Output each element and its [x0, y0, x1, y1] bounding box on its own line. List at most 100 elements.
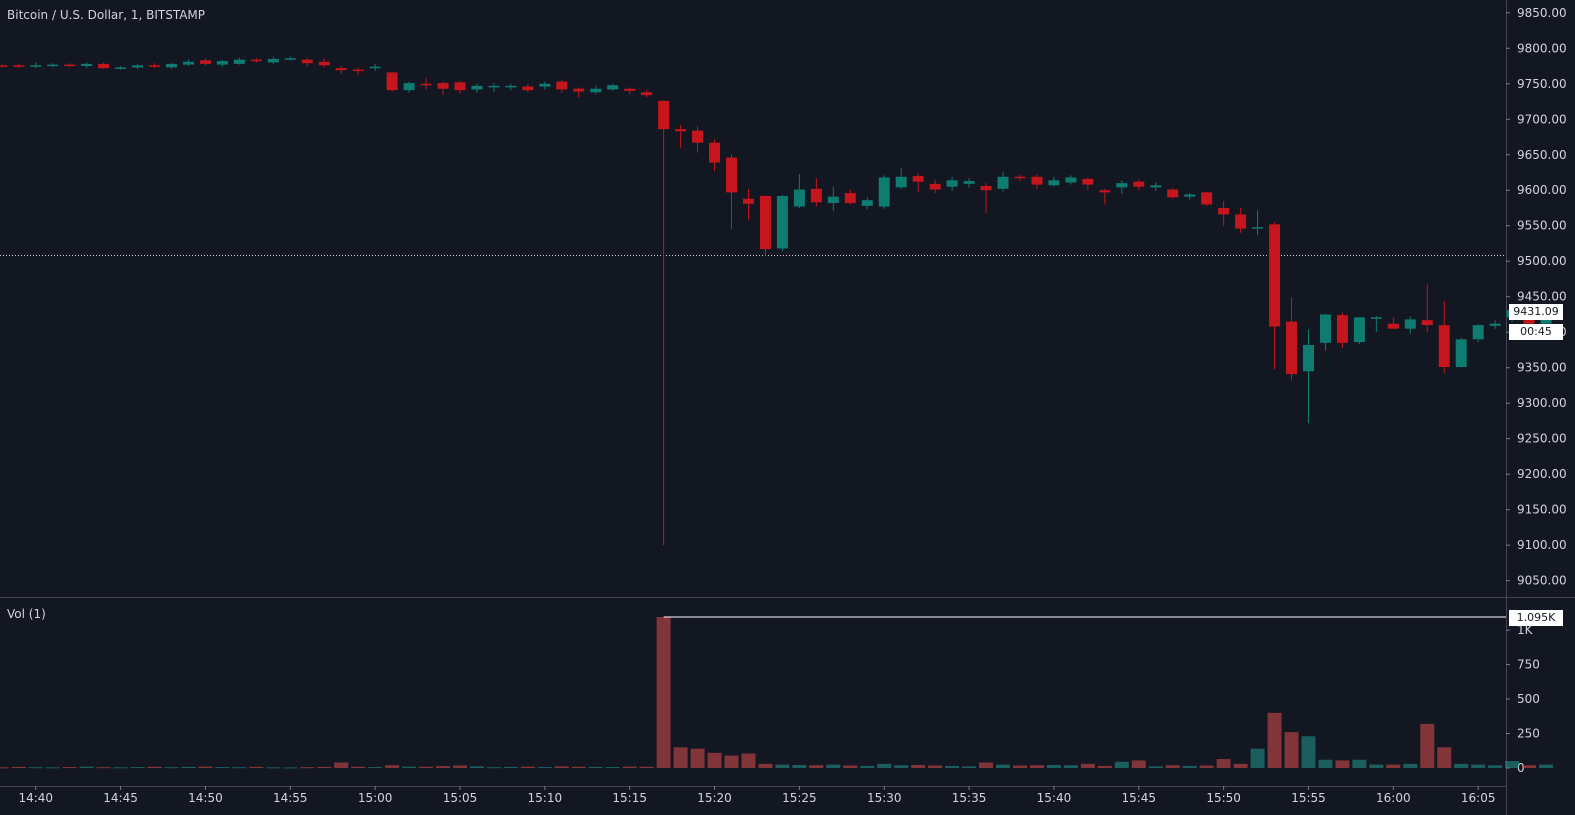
time-tick-label: 15:10 [528, 791, 563, 805]
volume-bar [62, 767, 77, 769]
candle-body [1302, 344, 1314, 372]
volume-bar [1250, 748, 1265, 768]
volume-bar [300, 767, 315, 769]
volume-bar [1029, 765, 1044, 768]
candle-body [352, 69, 364, 72]
candle-body [1421, 320, 1433, 326]
candle-body [369, 66, 381, 69]
price-tick-label: 9650.00 [1517, 148, 1567, 162]
candle-body [1286, 321, 1298, 375]
volume-tick-label: 500 [1517, 692, 1540, 706]
volume-bar [554, 766, 569, 768]
volume-bar [996, 764, 1011, 768]
volume-bar [639, 766, 654, 768]
volume-bar [537, 767, 552, 769]
candle-body [980, 185, 992, 191]
candle-body [403, 83, 415, 91]
candle-body [335, 68, 347, 71]
time-tick-label: 14:50 [188, 791, 223, 805]
countdown-label: 00:45 [1509, 324, 1563, 340]
volume-bar [436, 766, 451, 768]
candle-body [776, 195, 788, 249]
candle-body [284, 58, 296, 60]
time-tick-label: 15:55 [1291, 791, 1326, 805]
candle-body [827, 196, 839, 204]
volume-bar [1080, 763, 1095, 768]
price-tick-label: 9750.00 [1517, 77, 1567, 91]
candle-body [1218, 207, 1230, 215]
volume-bar [368, 767, 383, 769]
volume-bar [1386, 764, 1401, 768]
candle-body [556, 81, 568, 90]
candle-body [13, 65, 25, 67]
time-tick-label: 15:30 [867, 791, 902, 805]
candle-body [30, 65, 42, 67]
volume-bar [130, 767, 145, 769]
volume-bar [317, 766, 332, 768]
volume-tick-label: 0 [1517, 761, 1525, 775]
time-tick-label: 15:05 [443, 791, 478, 805]
candle-body [1082, 178, 1094, 185]
volume-bar [775, 764, 790, 768]
volume-bar [113, 767, 128, 769]
candle-body [386, 72, 398, 91]
volume-bar [147, 766, 162, 768]
candle-body [692, 130, 704, 143]
volume-bar [28, 767, 43, 769]
volume-bar [911, 764, 926, 768]
candle-body [573, 88, 585, 92]
time-tick-label: 16:00 [1376, 791, 1411, 805]
volume-bar [707, 752, 722, 768]
volume-bar [232, 767, 247, 769]
candle-body [709, 142, 721, 163]
price-tick-label: 9350.00 [1517, 361, 1567, 375]
volume-bar [215, 767, 230, 769]
volume-bar [1454, 763, 1469, 768]
volume-bar [1131, 760, 1146, 768]
candle-body [267, 58, 279, 63]
candle-body [1167, 189, 1179, 198]
candle-body [454, 82, 466, 91]
candle-body [166, 63, 177, 68]
candle-body [759, 195, 771, 250]
candle-body [810, 188, 822, 203]
volume-bar [11, 766, 26, 768]
candle-body [81, 63, 93, 67]
candle-body [539, 83, 551, 87]
volume-bar [1097, 765, 1112, 768]
candle-body [199, 60, 211, 64]
price-tick-label: 9100.00 [1517, 538, 1567, 552]
volume-bar [1403, 763, 1418, 768]
candle-body [132, 65, 144, 68]
candle-body [861, 200, 873, 206]
price-tick-label: 9150.00 [1517, 503, 1567, 517]
candle-body [1150, 185, 1162, 188]
volume-bar [1471, 764, 1486, 768]
volume-bar [1335, 760, 1350, 768]
candle-body [997, 176, 1009, 189]
candle-body [641, 92, 653, 96]
volume-last-label: 1.095K [1509, 610, 1563, 626]
volume-bar [402, 766, 417, 768]
volume-bar [758, 763, 773, 768]
volume-bar [894, 765, 909, 768]
price-tick-label: 9300.00 [1517, 396, 1567, 410]
volume-bar [1505, 761, 1520, 768]
volume-bar [419, 766, 434, 768]
candle-body [1031, 176, 1043, 185]
candle-body [963, 181, 975, 184]
candle-body [1048, 180, 1060, 186]
volume-bar [249, 766, 264, 768]
candle-body [1489, 323, 1501, 326]
volume-bar [1233, 763, 1248, 768]
volume-bar [622, 766, 637, 768]
time-tick-label: 14:40 [18, 791, 53, 805]
candle-body [1133, 181, 1145, 187]
volume-bar [1301, 736, 1316, 768]
volume-bar [1318, 759, 1333, 768]
candle-body [658, 100, 670, 130]
time-tick-label: 15:15 [612, 791, 647, 805]
volume-bar [1165, 765, 1180, 768]
